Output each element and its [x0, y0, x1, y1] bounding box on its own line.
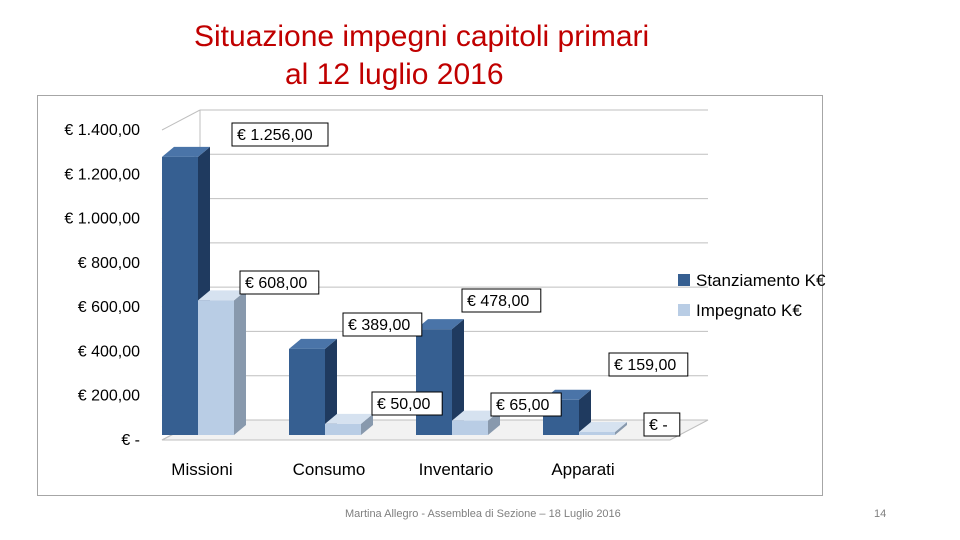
bar-top [162, 146, 210, 157]
data-label-box [490, 392, 562, 417]
bar [452, 420, 488, 435]
data-label-box [371, 391, 443, 416]
data-label: € 65,00 [496, 397, 549, 414]
title-line-2: al 12 luglio 2016 [285, 58, 504, 91]
y-tick-label: € 200,00 [78, 388, 140, 405]
x-tick-label: Consumo [293, 460, 366, 479]
title-line-1: Situazione impegni capitoli primari [194, 20, 650, 53]
data-label-box [643, 412, 681, 437]
bar [325, 423, 361, 435]
legend-label: Impegnato K€ [696, 301, 802, 320]
data-label: € 159,00 [614, 357, 676, 374]
bar-top [416, 319, 464, 330]
y-tick-label: € - [121, 432, 140, 449]
bar [162, 156, 198, 435]
data-label: € 478,00 [467, 293, 529, 310]
legend-swatch [678, 274, 690, 286]
data-label-box [239, 270, 320, 295]
bar [579, 432, 615, 435]
data-label: € 389,00 [348, 317, 410, 334]
data-label-box [231, 122, 329, 147]
bar [416, 329, 452, 435]
bar-side [234, 290, 246, 435]
y-tick-label: € 1.000,00 [64, 211, 140, 228]
legend-swatch [678, 304, 690, 316]
x-tick-label: Missioni [171, 460, 232, 479]
bar-top [325, 413, 373, 424]
bar-top [289, 338, 337, 349]
bar [289, 348, 325, 435]
bar-side [325, 338, 337, 435]
y-tick-label: € 1.400,00 [64, 122, 140, 139]
bar-top [198, 290, 246, 301]
bar-side [452, 319, 464, 435]
bar-top [452, 410, 500, 421]
y-tick-label: € 600,00 [78, 299, 140, 316]
bar-side [579, 389, 591, 435]
bar-side [488, 410, 500, 435]
bar-side [361, 413, 373, 435]
data-label-box [461, 288, 542, 313]
footer-text: Martina Allegro - Assemblea di Sezione –… [345, 508, 621, 520]
data-label-box [608, 352, 689, 377]
bar-side [615, 422, 627, 435]
y-tick-label: € 1.200,00 [64, 166, 140, 183]
x-tick-label: Apparati [551, 460, 614, 479]
bar [198, 300, 234, 435]
bar-top [579, 422, 627, 432]
data-label: € - [649, 417, 668, 434]
y-tick-label: € 400,00 [78, 343, 140, 360]
page-number: 14 [874, 508, 887, 520]
data-label: € 50,00 [377, 396, 430, 413]
data-label: € 608,00 [245, 275, 307, 292]
chart-title: Situazione impegni capitoli primari al 1… [150, 18, 750, 94]
data-label-box [342, 312, 423, 337]
x-tick-label: Inventario [419, 460, 494, 479]
y-tick-label: € 800,00 [78, 255, 140, 272]
legend-label: Stanziamento K€ [696, 271, 826, 290]
gridline-diagonal [161, 109, 201, 131]
data-label: € 1.256,00 [237, 127, 313, 144]
